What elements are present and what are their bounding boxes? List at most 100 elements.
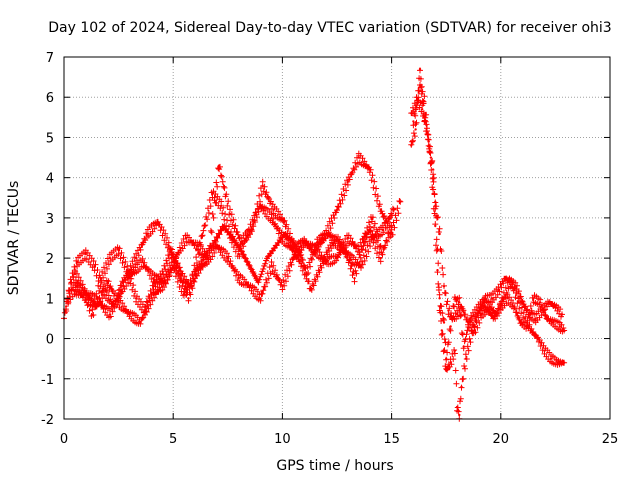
y-tick-label: -2 [41, 413, 54, 428]
data-point [379, 256, 382, 260]
data-point [215, 244, 219, 248]
data-point [466, 321, 470, 324]
data-point [130, 273, 133, 276]
data-point [204, 260, 208, 264]
y-tick-label: 7 [46, 51, 54, 66]
y-tick-label: 4 [46, 172, 54, 187]
data-point [172, 265, 175, 268]
data-point [222, 224, 225, 228]
data-point [436, 269, 439, 272]
data-point [303, 240, 306, 244]
data-point [346, 180, 350, 183]
data-point [486, 309, 489, 312]
data-point [250, 228, 253, 232]
data-point [525, 325, 529, 328]
data-point [440, 329, 443, 332]
data-point [248, 285, 251, 288]
data-point [536, 337, 540, 340]
data-point [455, 405, 459, 409]
data-point [425, 124, 428, 127]
data-point [237, 277, 240, 280]
series-5 [408, 82, 565, 363]
y-tick-label: 3 [46, 212, 54, 227]
data-point [239, 240, 243, 244]
data-point [93, 265, 96, 268]
data-point [449, 325, 452, 328]
data-point [434, 200, 437, 203]
data-point [84, 252, 88, 256]
data-point [545, 317, 548, 320]
data-point [512, 305, 516, 308]
data-point [152, 285, 155, 288]
data-point [134, 297, 138, 300]
data-point [558, 325, 561, 328]
data-point [445, 369, 448, 372]
data-point [292, 256, 295, 260]
x-tick-label: 10 [274, 432, 291, 447]
data-point [438, 305, 441, 308]
y-tick-label: 1 [46, 292, 54, 307]
data-point [300, 256, 304, 260]
data-point [543, 349, 546, 352]
data-point [381, 228, 385, 232]
series-markers [408, 67, 568, 422]
data-point [442, 285, 446, 288]
data-point [488, 305, 492, 308]
data-point [506, 297, 509, 300]
y-tick-label: 0 [46, 333, 54, 348]
data-point [292, 240, 295, 244]
data-point [270, 265, 273, 268]
data-point [335, 208, 339, 211]
data-point [344, 248, 347, 252]
data-point [434, 224, 437, 228]
data-point [421, 108, 424, 111]
data-point [128, 313, 131, 316]
data-point [493, 317, 496, 320]
data-point [217, 164, 221, 167]
data-point [316, 240, 319, 244]
data-point [119, 289, 123, 292]
x-tick-label: 15 [383, 432, 400, 447]
x-axis-label: GPS time / hours [276, 458, 393, 474]
data-point [231, 236, 234, 240]
data-point [412, 120, 415, 123]
data-point [99, 277, 103, 280]
data-point [163, 281, 166, 284]
data-point [453, 349, 457, 352]
data-point [449, 361, 452, 364]
chart-title: Day 102 of 2024, Sidereal Day-to-day VTE… [48, 20, 611, 36]
data-point [523, 317, 526, 320]
data-point [169, 248, 173, 252]
tick-labels: 0 5 10 15 20 25 -2 -1 0 1 2 3 4 5 6 7 [41, 51, 618, 447]
data-point [335, 236, 339, 240]
data-point [499, 305, 502, 308]
data-point [178, 269, 181, 272]
data-point [259, 204, 262, 207]
data-point [416, 100, 419, 103]
data-point [414, 128, 417, 131]
data-point [473, 329, 476, 332]
series-7 [410, 97, 568, 337]
data-point [204, 252, 208, 256]
data-point [460, 385, 463, 388]
data-point [552, 321, 555, 324]
data-point [91, 313, 94, 316]
data-point [335, 256, 339, 260]
data-point [357, 156, 360, 159]
data-point [560, 313, 564, 316]
y-tick-label: 6 [46, 91, 54, 106]
data-point [187, 297, 190, 300]
x-tick-label: 0 [60, 432, 68, 447]
data-point [538, 301, 542, 304]
data-point [281, 285, 284, 288]
data-point [484, 297, 487, 300]
data-point [438, 297, 441, 300]
data-point [497, 289, 500, 292]
data-point [141, 260, 144, 264]
data-point [453, 297, 457, 300]
data-marks [61, 67, 568, 422]
data-point [117, 248, 120, 252]
data-point [200, 236, 203, 240]
data-point [75, 260, 79, 264]
